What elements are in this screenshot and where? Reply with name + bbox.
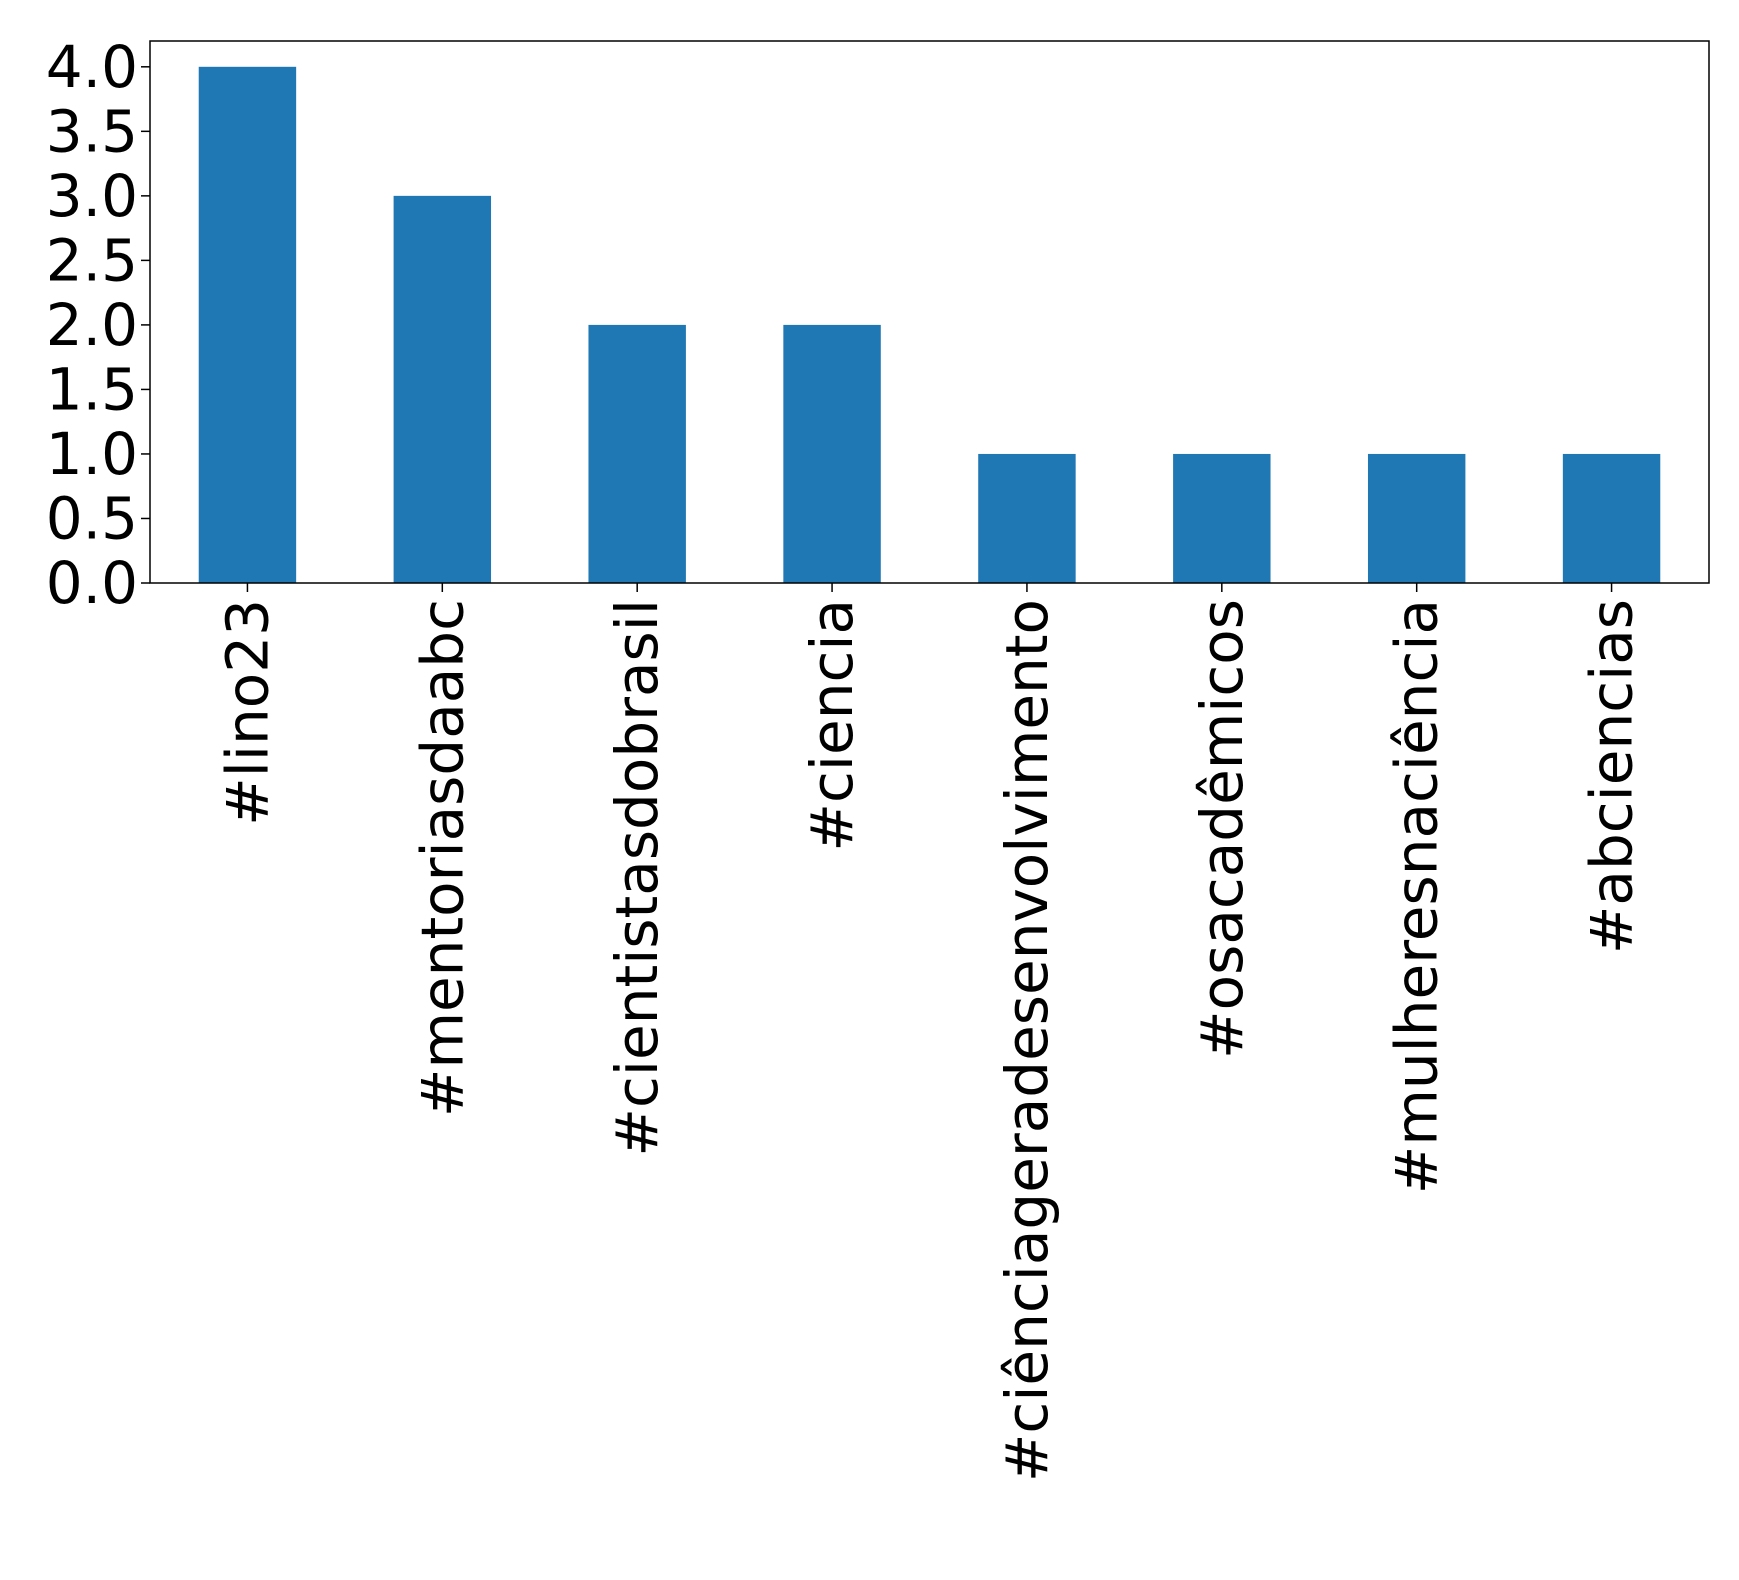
x-tick-label: #mulheresnaciência [1383, 599, 1451, 1194]
y-tick-label: 2.5 [46, 226, 138, 294]
y-tick-label: 1.5 [46, 355, 138, 423]
y-tick-label: 3.5 [46, 97, 138, 165]
bar-2 [588, 324, 686, 583]
y-tick-label: 0.0 [46, 549, 138, 617]
y-tick-label: 3.0 [46, 162, 138, 230]
y-tick-label: 1.0 [46, 420, 138, 488]
x-tick-label: #abciencias [1578, 599, 1646, 954]
y-tick-label: 2.0 [46, 291, 138, 359]
y-tick-label: 4.0 [46, 33, 138, 101]
y-tick-label: 0.5 [46, 484, 138, 552]
x-axis: #lino23 #mentoriasdaabc #cientistasdobrasi… [213, 583, 1646, 1482]
y-axis: 0.00.51.01.52.02.53.03.54.0 [46, 33, 150, 617]
axes-frame [149, 40, 1710, 584]
x-tick-label: #cientistasdobrasil [603, 599, 671, 1157]
bar-7 [1562, 453, 1661, 583]
bar-6 [1367, 453, 1466, 583]
bar-1 [393, 195, 492, 583]
bar-5 [1173, 453, 1271, 583]
x-tick-label: #ciênciageradesenvolvimento [993, 599, 1061, 1482]
bars-group [198, 66, 1661, 584]
x-tick-label: #lino23 [213, 599, 281, 826]
bar-0 [198, 66, 297, 584]
bar-3 [783, 324, 881, 583]
x-tick-label: #ciencia [798, 599, 866, 852]
x-tick-label: #osacadêmicos [1188, 599, 1256, 1059]
x-tick-label: #mentoriasdaabc [408, 599, 476, 1117]
bar-4 [978, 453, 1076, 583]
